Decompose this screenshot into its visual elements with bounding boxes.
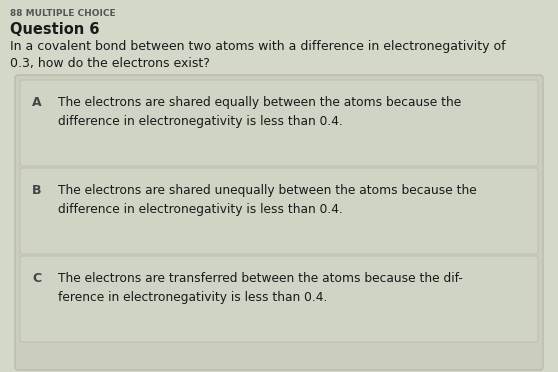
Text: 0.3, how do the electrons exist?: 0.3, how do the electrons exist? (10, 57, 210, 70)
Text: Question 6: Question 6 (10, 22, 99, 37)
Text: B: B (32, 184, 41, 197)
Text: difference in electronegativity is less than 0.4.: difference in electronegativity is less … (58, 115, 343, 128)
FancyBboxPatch shape (20, 168, 538, 254)
Text: The electrons are shared equally between the atoms because the: The electrons are shared equally between… (58, 96, 461, 109)
Text: C: C (32, 272, 41, 285)
Text: The electrons are transferred between the atoms because the dif-: The electrons are transferred between th… (58, 272, 463, 285)
FancyBboxPatch shape (20, 256, 538, 342)
FancyBboxPatch shape (20, 80, 538, 166)
Text: In a covalent bond between two atoms with a difference in electronegativity of: In a covalent bond between two atoms wit… (10, 40, 506, 53)
Text: The electrons are shared unequally between the atoms because the: The electrons are shared unequally betwe… (58, 184, 477, 197)
Text: A: A (32, 96, 42, 109)
Text: difference in electronegativity is less than 0.4.: difference in electronegativity is less … (58, 203, 343, 216)
Text: 88 MULTIPLE CHOICE: 88 MULTIPLE CHOICE (10, 9, 116, 18)
FancyBboxPatch shape (15, 75, 543, 370)
Text: ference in electronegativity is less than 0.4.: ference in electronegativity is less tha… (58, 291, 328, 304)
